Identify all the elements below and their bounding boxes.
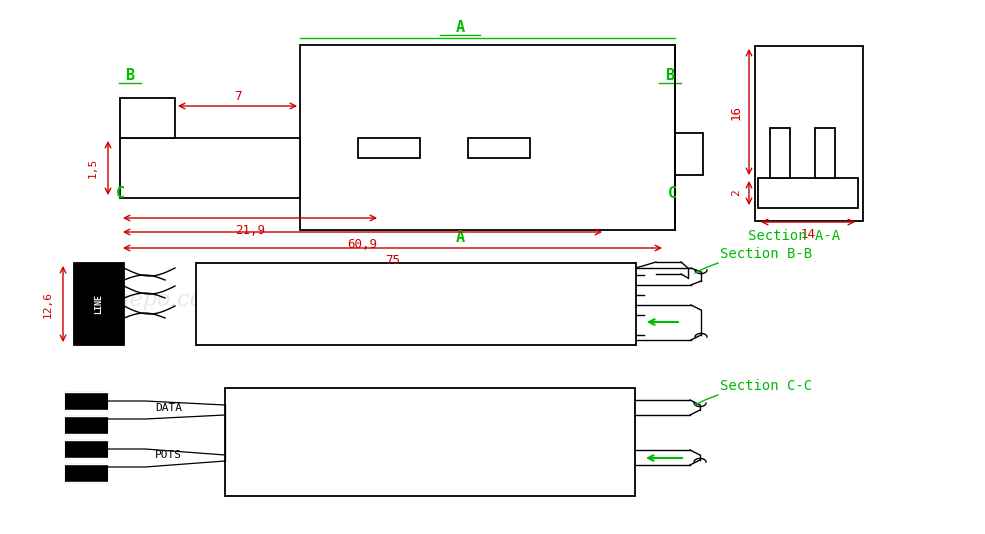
Bar — [675, 133, 703, 175]
Bar — [65, 464, 107, 482]
Text: 12,6: 12,6 — [43, 290, 53, 318]
Bar — [120, 98, 175, 138]
Text: A: A — [455, 20, 465, 35]
Text: @taepo.com: @taepo.com — [86, 289, 225, 311]
Text: 1,5: 1,5 — [88, 158, 98, 178]
Text: Section C-C: Section C-C — [720, 379, 812, 393]
Text: LINE: LINE — [95, 294, 103, 314]
Bar — [755, 46, 863, 221]
Bar — [468, 138, 530, 158]
Text: @taepo.com: @taepo.com — [335, 99, 525, 130]
Text: 7: 7 — [233, 90, 241, 103]
Bar — [358, 138, 420, 158]
Text: 16: 16 — [730, 105, 743, 120]
Text: 75: 75 — [385, 254, 400, 266]
Bar — [120, 138, 300, 198]
Bar — [65, 416, 107, 434]
Text: 2: 2 — [731, 190, 741, 197]
Text: C: C — [668, 185, 677, 200]
Text: B: B — [666, 67, 675, 82]
Text: C: C — [115, 185, 124, 200]
Text: 14: 14 — [801, 227, 816, 240]
Bar — [74, 263, 124, 345]
Bar — [300, 45, 675, 230]
Text: 60,9: 60,9 — [348, 238, 377, 250]
Text: DATA: DATA — [155, 403, 182, 413]
Text: Section A-A: Section A-A — [748, 229, 840, 243]
Bar — [65, 392, 107, 410]
Text: Section B-B: Section B-B — [720, 247, 812, 261]
Text: POTS: POTS — [155, 450, 182, 460]
Bar — [225, 388, 635, 496]
Bar — [758, 178, 858, 208]
Text: 21,9: 21,9 — [235, 224, 265, 237]
Bar — [65, 440, 107, 458]
Text: B: B — [125, 67, 135, 82]
Text: A: A — [455, 230, 465, 245]
Bar — [770, 128, 790, 178]
Bar — [815, 128, 835, 178]
Bar — [196, 263, 636, 345]
